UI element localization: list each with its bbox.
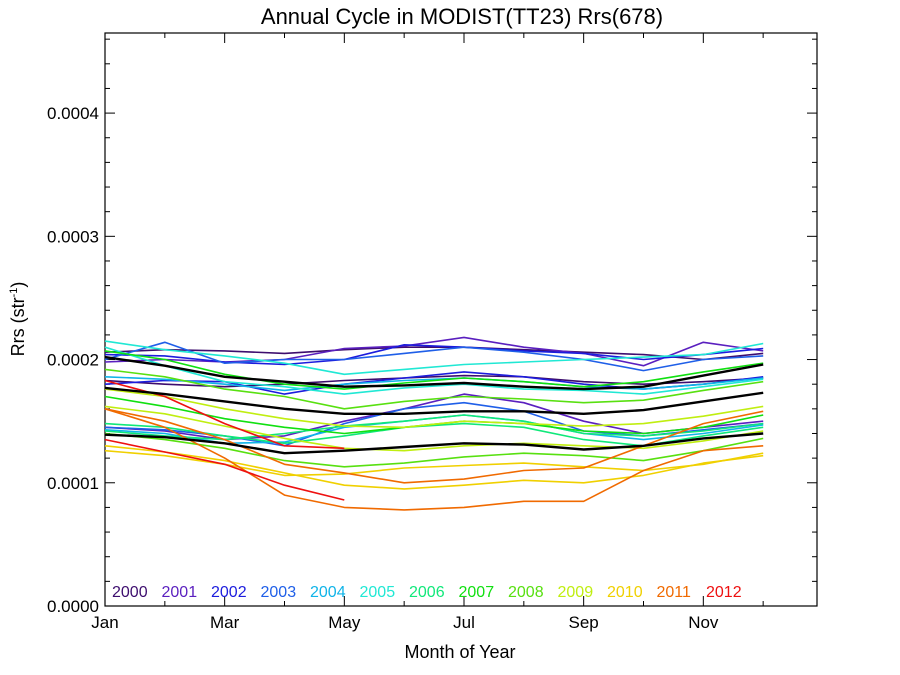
- legend-item: 2007: [459, 584, 495, 601]
- series-line-10: [104, 340, 764, 376]
- series-line-13: [104, 414, 764, 441]
- y-tick-label: 0.0001: [47, 474, 99, 493]
- legend-item: 2001: [162, 584, 198, 601]
- y-axis-label: Rrs (str-1): [8, 282, 28, 357]
- legend-item: 2004: [310, 584, 346, 601]
- series-line-14: [104, 350, 764, 390]
- series-line-0: [104, 346, 764, 361]
- x-tick-label: Mar: [210, 613, 240, 632]
- series-line-2: [104, 336, 764, 367]
- plot-frame: [104, 32, 818, 607]
- legend-item: 2002: [211, 584, 247, 601]
- y-axis-label-main: Rrs (str: [8, 297, 28, 356]
- series-line-17: [104, 432, 764, 468]
- legend-item: 2009: [558, 584, 594, 601]
- x-tick-label: Jan: [91, 613, 118, 632]
- legend-item: 2010: [607, 584, 643, 601]
- chart-title: Annual Cycle in MODIST(TT23) Rrs(678): [261, 4, 663, 29]
- y-axis: 0.0000 0.0001 0.0002 0.0003 0.0004: [47, 38, 817, 616]
- legend-item: 2012: [706, 584, 742, 601]
- series-line-8: [104, 376, 764, 392]
- series-line-25: [104, 438, 345, 501]
- series-line-18: [104, 388, 764, 429]
- legend-item: 2003: [261, 584, 297, 601]
- x-axis-label: Month of Year: [404, 642, 515, 662]
- y-tick-label: 0.0004: [47, 104, 99, 123]
- legend-item: 2000: [112, 584, 148, 601]
- legend: 2000 2001 2002 2003 2004 2005 2006 2007 2008 2009…: [112, 584, 742, 601]
- y-axis-label-close: ): [8, 282, 28, 288]
- y-axis-label-superscript: -1: [8, 288, 20, 298]
- y-tick-label: 0.0000: [47, 597, 99, 616]
- series-line-20: [104, 445, 764, 490]
- series-line-16: [104, 368, 764, 410]
- series-layer: [104, 336, 764, 511]
- legend-item: 2005: [360, 584, 396, 601]
- series-line-4: [104, 344, 764, 366]
- series-line-19: [104, 405, 764, 452]
- series-line-6: [104, 341, 764, 372]
- series-line-26: [104, 355, 764, 391]
- y-tick-label: 0.0002: [47, 351, 99, 370]
- legend-item: 2006: [409, 584, 445, 601]
- x-tick-label: Jul: [453, 613, 475, 632]
- series-line-27: [104, 386, 764, 415]
- x-tick-label: May: [328, 613, 361, 632]
- legend-item: 2011: [657, 584, 692, 601]
- series-line-22: [104, 408, 764, 511]
- series-line-28: [104, 432, 764, 455]
- x-tick-label: Nov: [688, 613, 719, 632]
- series-line-23: [104, 408, 764, 484]
- x-tick-label: Sep: [569, 613, 599, 632]
- x-axis: Jan Mar May Jul Sep Nov: [91, 33, 764, 632]
- series-line-11: [104, 346, 764, 395]
- y-tick-label: 0.0003: [47, 227, 99, 246]
- legend-item: 2008: [508, 584, 544, 601]
